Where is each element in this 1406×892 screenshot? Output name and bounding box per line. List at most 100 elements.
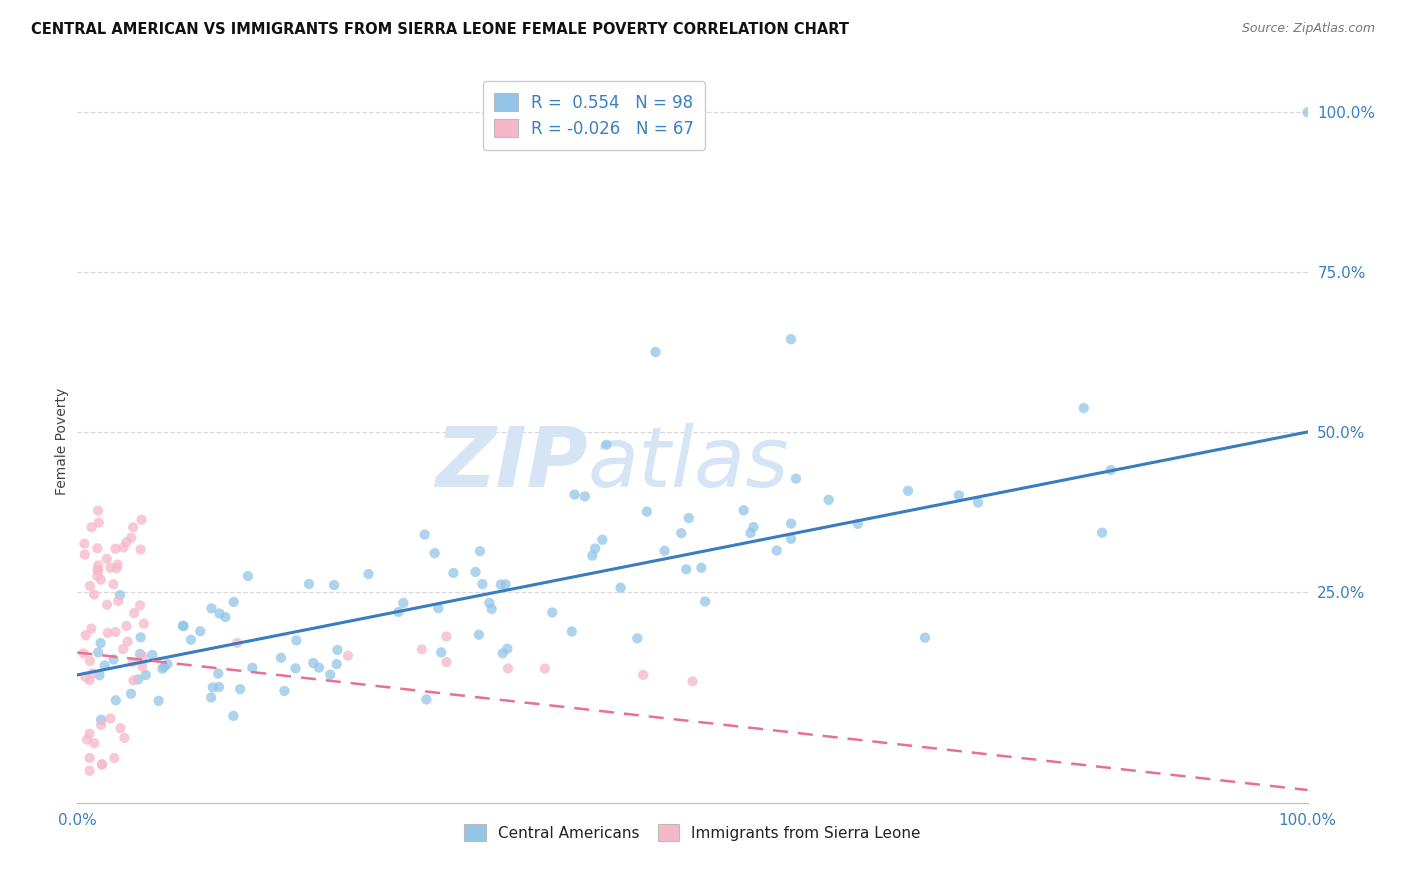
Point [780, 332, 803, 346]
Point [392, 596, 415, 610]
Point [107, 594, 129, 608]
Point [436, 655, 458, 669]
Point [897, 483, 920, 498]
Point [583, 541, 606, 556]
Point [75, 628, 97, 642]
Point [86, 563, 108, 577]
Point [105, 561, 128, 575]
Point [98, 711, 121, 725]
Point [122, 673, 145, 688]
Point [132, 649, 155, 664]
Point [387, 605, 409, 619]
Point [107, 558, 129, 572]
Point [644, 345, 666, 359]
Point [152, 662, 174, 676]
Point [740, 526, 762, 541]
Point [780, 516, 803, 531]
Point [122, 655, 145, 669]
Point [285, 633, 308, 648]
Point [236, 569, 259, 583]
Text: ZIP: ZIP [436, 423, 588, 504]
Point [298, 577, 321, 591]
Point [323, 578, 346, 592]
Point [129, 542, 152, 557]
Point [172, 619, 194, 633]
Point [468, 628, 491, 642]
Point [75, 670, 97, 684]
Point [846, 516, 869, 531]
Point [112, 642, 135, 657]
Point [222, 709, 245, 723]
Point [207, 666, 229, 681]
Point [135, 668, 157, 682]
Point [79, 764, 101, 778]
Point [173, 619, 195, 633]
Point [495, 577, 517, 591]
Point [678, 511, 700, 525]
Point [468, 544, 491, 558]
Point [636, 505, 658, 519]
Point [561, 624, 583, 639]
Text: CENTRAL AMERICAN VS IMMIGRANTS FROM SIERRA LEONE FEMALE POVERTY CORRELATION CHAR: CENTRAL AMERICAN VS IMMIGRANTS FROM SIER… [31, 22, 849, 37]
Point [436, 630, 458, 644]
Legend: Central Americans, Immigrants from Sierra Leone: Central Americans, Immigrants from Sierr… [458, 818, 927, 847]
Point [104, 625, 127, 640]
Point [302, 656, 325, 670]
Y-axis label: Female Poverty: Female Poverty [55, 388, 69, 495]
Point [127, 673, 149, 687]
Text: Source: ZipAtlas.com: Source: ZipAtlas.com [1241, 22, 1375, 36]
Point [83, 736, 105, 750]
Point [411, 642, 433, 657]
Point [325, 657, 347, 672]
Point [326, 643, 349, 657]
Point [79, 726, 101, 740]
Point [489, 577, 512, 591]
Point [284, 661, 307, 675]
Point [96, 598, 118, 612]
Point [226, 636, 249, 650]
Point [120, 531, 142, 545]
Point [131, 513, 153, 527]
Point [270, 650, 292, 665]
Point [89, 668, 111, 682]
Point [82, 666, 104, 681]
Point [156, 657, 179, 671]
Point [471, 577, 494, 591]
Point [104, 541, 127, 556]
Point [534, 661, 557, 675]
Point [80, 520, 103, 534]
Point [413, 527, 436, 541]
Point [87, 558, 110, 573]
Point [93, 658, 115, 673]
Point [153, 660, 176, 674]
Point [188, 624, 211, 639]
Point [76, 732, 98, 747]
Point [115, 619, 138, 633]
Point [87, 503, 110, 517]
Point [180, 632, 202, 647]
Point [1099, 463, 1122, 477]
Point [785, 472, 807, 486]
Point [682, 674, 704, 689]
Point [79, 654, 101, 668]
Point [1296, 105, 1319, 120]
Point [122, 606, 145, 620]
Point [492, 646, 515, 660]
Point [86, 569, 108, 583]
Point [430, 645, 453, 659]
Point [654, 544, 676, 558]
Point [103, 751, 125, 765]
Point [967, 495, 990, 509]
Point [112, 541, 135, 555]
Point [90, 757, 114, 772]
Point [633, 668, 655, 682]
Point [87, 645, 110, 659]
Point [464, 565, 486, 579]
Point [581, 549, 603, 563]
Point [87, 563, 110, 577]
Point [337, 648, 360, 663]
Point [103, 577, 125, 591]
Point [319, 667, 342, 681]
Point [948, 488, 970, 502]
Point [108, 588, 131, 602]
